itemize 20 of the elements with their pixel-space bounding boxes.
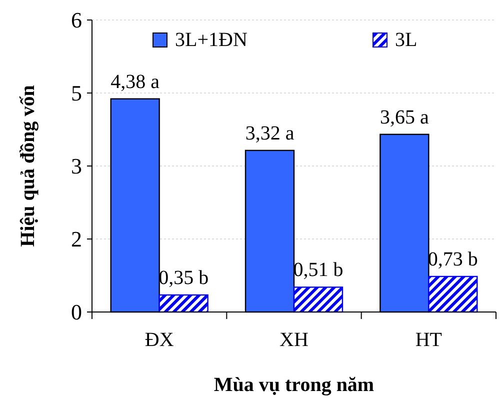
y-tick-label: 5 bbox=[71, 80, 82, 106]
data-label: 0,73 b bbox=[428, 248, 478, 270]
bar bbox=[428, 276, 478, 313]
x-tick-label: XH bbox=[280, 329, 308, 351]
bar bbox=[158, 294, 208, 313]
data-label: 3,65 a bbox=[380, 106, 429, 128]
data-label: 3,32 a bbox=[245, 122, 294, 144]
y-tick-label: 2 bbox=[71, 226, 82, 252]
y-axis-title: Hiệu quả đồng vốn bbox=[17, 85, 39, 247]
data-label: 0,51 b bbox=[293, 259, 344, 282]
x-tick-label: ĐX bbox=[144, 329, 174, 351]
x-tick-label: HT bbox=[415, 329, 442, 351]
x-axis-title: Mùa vụ trong năm bbox=[214, 374, 374, 396]
data-label: 4,38 a bbox=[110, 70, 160, 93]
y-tick-label: 6 bbox=[71, 8, 82, 33]
y-tick-label: 3 bbox=[71, 154, 82, 179]
legend-label: 3L bbox=[395, 29, 418, 51]
bar bbox=[293, 286, 344, 313]
y-tick-label: 0 bbox=[71, 300, 82, 325]
legend-label: 3L+1ĐN bbox=[175, 29, 248, 51]
